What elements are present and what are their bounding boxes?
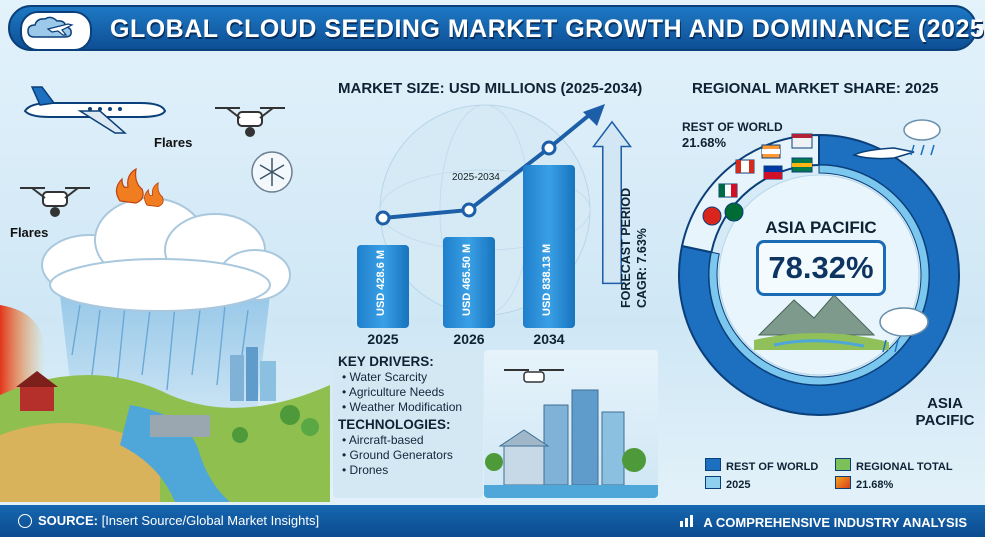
- page-title: GLOBAL CLOUD SEEDING MARKET GROWTH AND D…: [110, 15, 985, 43]
- flare-icon: [144, 181, 164, 208]
- header-banner: GLOBAL CLOUD SEEDING MARKET GROWTH AND D…: [8, 5, 985, 51]
- legend-swatch: [835, 476, 851, 489]
- driver-item: • Water Scarcity: [342, 370, 428, 384]
- bar-2025: [357, 244, 409, 328]
- forecast-arrow-icon: [592, 120, 632, 285]
- drone-icon: [215, 107, 285, 137]
- footer: SOURCE: [Insert Source/Global Market Ins…: [0, 505, 985, 537]
- trend-line-path: [382, 110, 595, 220]
- cloud-seeding-scene: Flares Flares: [0, 55, 330, 502]
- rest-of-world-value: 21.68%: [682, 135, 727, 150]
- trend-line: [375, 104, 605, 226]
- bar-2026: [443, 237, 495, 328]
- drone-icon: [20, 187, 90, 217]
- asia-pacific-value: 78.32%: [756, 240, 886, 296]
- chart-icon: [679, 513, 697, 530]
- legend-item: REGIONAL TOTAL: [835, 458, 953, 473]
- forecast-period: FORECAST PERIOD: [619, 187, 633, 308]
- bar-value-label: USD 465.50 M: [461, 243, 473, 316]
- flag-icon: [702, 133, 813, 226]
- legend-swatch: [835, 458, 851, 471]
- regional-title: REGIONAL MARKET SHARE: 2025: [692, 80, 939, 97]
- source-label: SOURCE:: [38, 513, 98, 528]
- cloud-airplane-logo-icon: [20, 11, 92, 51]
- technology-item: • Drones: [342, 463, 389, 477]
- legend-item: 21.68%: [835, 476, 893, 491]
- bar-2034: [523, 165, 575, 328]
- market-size-chart: USD 428.6 M 2025 USD 465.50 M 2026 USD 838.1…: [335, 100, 660, 348]
- globe-icon: [18, 514, 32, 528]
- rest-of-world-name: REST OF WORLD: [682, 120, 783, 134]
- snowflake-icon: [251, 151, 293, 193]
- category-label: 2025: [367, 331, 399, 347]
- trend-point: [461, 202, 477, 218]
- legend-swatch: [705, 476, 721, 489]
- trend-point: [541, 140, 557, 156]
- bar-value-label: USD 838.13 M: [541, 243, 553, 316]
- trend-note: 2025-2034: [452, 172, 500, 183]
- source-line: SOURCE: [Insert Source/Global Market Ins…: [18, 513, 319, 528]
- flares-label-left: Flares: [10, 225, 49, 240]
- technology-item: • Ground Generators: [342, 448, 453, 462]
- technology-item: • Aircraft-based: [342, 433, 424, 447]
- rest-of-world-label: REST OF WORLD 21.68%: [682, 120, 783, 150]
- technologies-heading: TECHNOLOGIES:: [338, 417, 451, 432]
- trend-arrowhead: [583, 104, 605, 126]
- driver-item: • Weather Modification: [342, 400, 463, 414]
- forecast-cagr: CAGR: 7.63%: [635, 228, 649, 308]
- city-illustration: [484, 350, 658, 498]
- asia-pacific-bottom-label: ASIA PACIFIC: [910, 395, 980, 429]
- chart-title: MARKET SIZE: USD MILLIONS (2025-2034): [338, 80, 643, 97]
- drivers-heading: KEY DRIVERS:: [338, 354, 434, 369]
- flare-icon: [115, 167, 144, 204]
- trend-point: [375, 210, 391, 226]
- legend-item: REST OF WORLD: [705, 458, 818, 473]
- category-label: 2026: [453, 331, 485, 347]
- asia-bottom-line2: PACIFIC: [915, 412, 975, 429]
- asia-pacific-label: ASIA PACIFIC: [765, 218, 877, 237]
- drivers-panel: KEY DRIVERS: • Water Scarcity • Agricult…: [333, 350, 483, 498]
- asia-bottom-line1: ASIA: [927, 395, 963, 412]
- category-label: 2034: [533, 331, 565, 347]
- legend-item: 2025: [705, 476, 750, 491]
- tagline-text: A COMPREHENSIVE INDUSTRY ANALYSIS: [703, 515, 967, 530]
- donut-inner-ring: [708, 164, 930, 386]
- legend-swatch: [705, 458, 721, 471]
- airplane-icon: [23, 86, 167, 134]
- source-text: [Insert Source/Global Market Insights]: [101, 513, 320, 528]
- bar-value-label: USD 428.6 M: [375, 249, 387, 316]
- driver-item: • Agriculture Needs: [342, 385, 445, 399]
- tagline: A COMPREHENSIVE INDUSTRY ANALYSIS: [679, 513, 967, 530]
- flares-label-top: Flares: [154, 135, 193, 150]
- forecast-label: FORECAST PERIOD CAGR: 7.63%: [618, 188, 650, 308]
